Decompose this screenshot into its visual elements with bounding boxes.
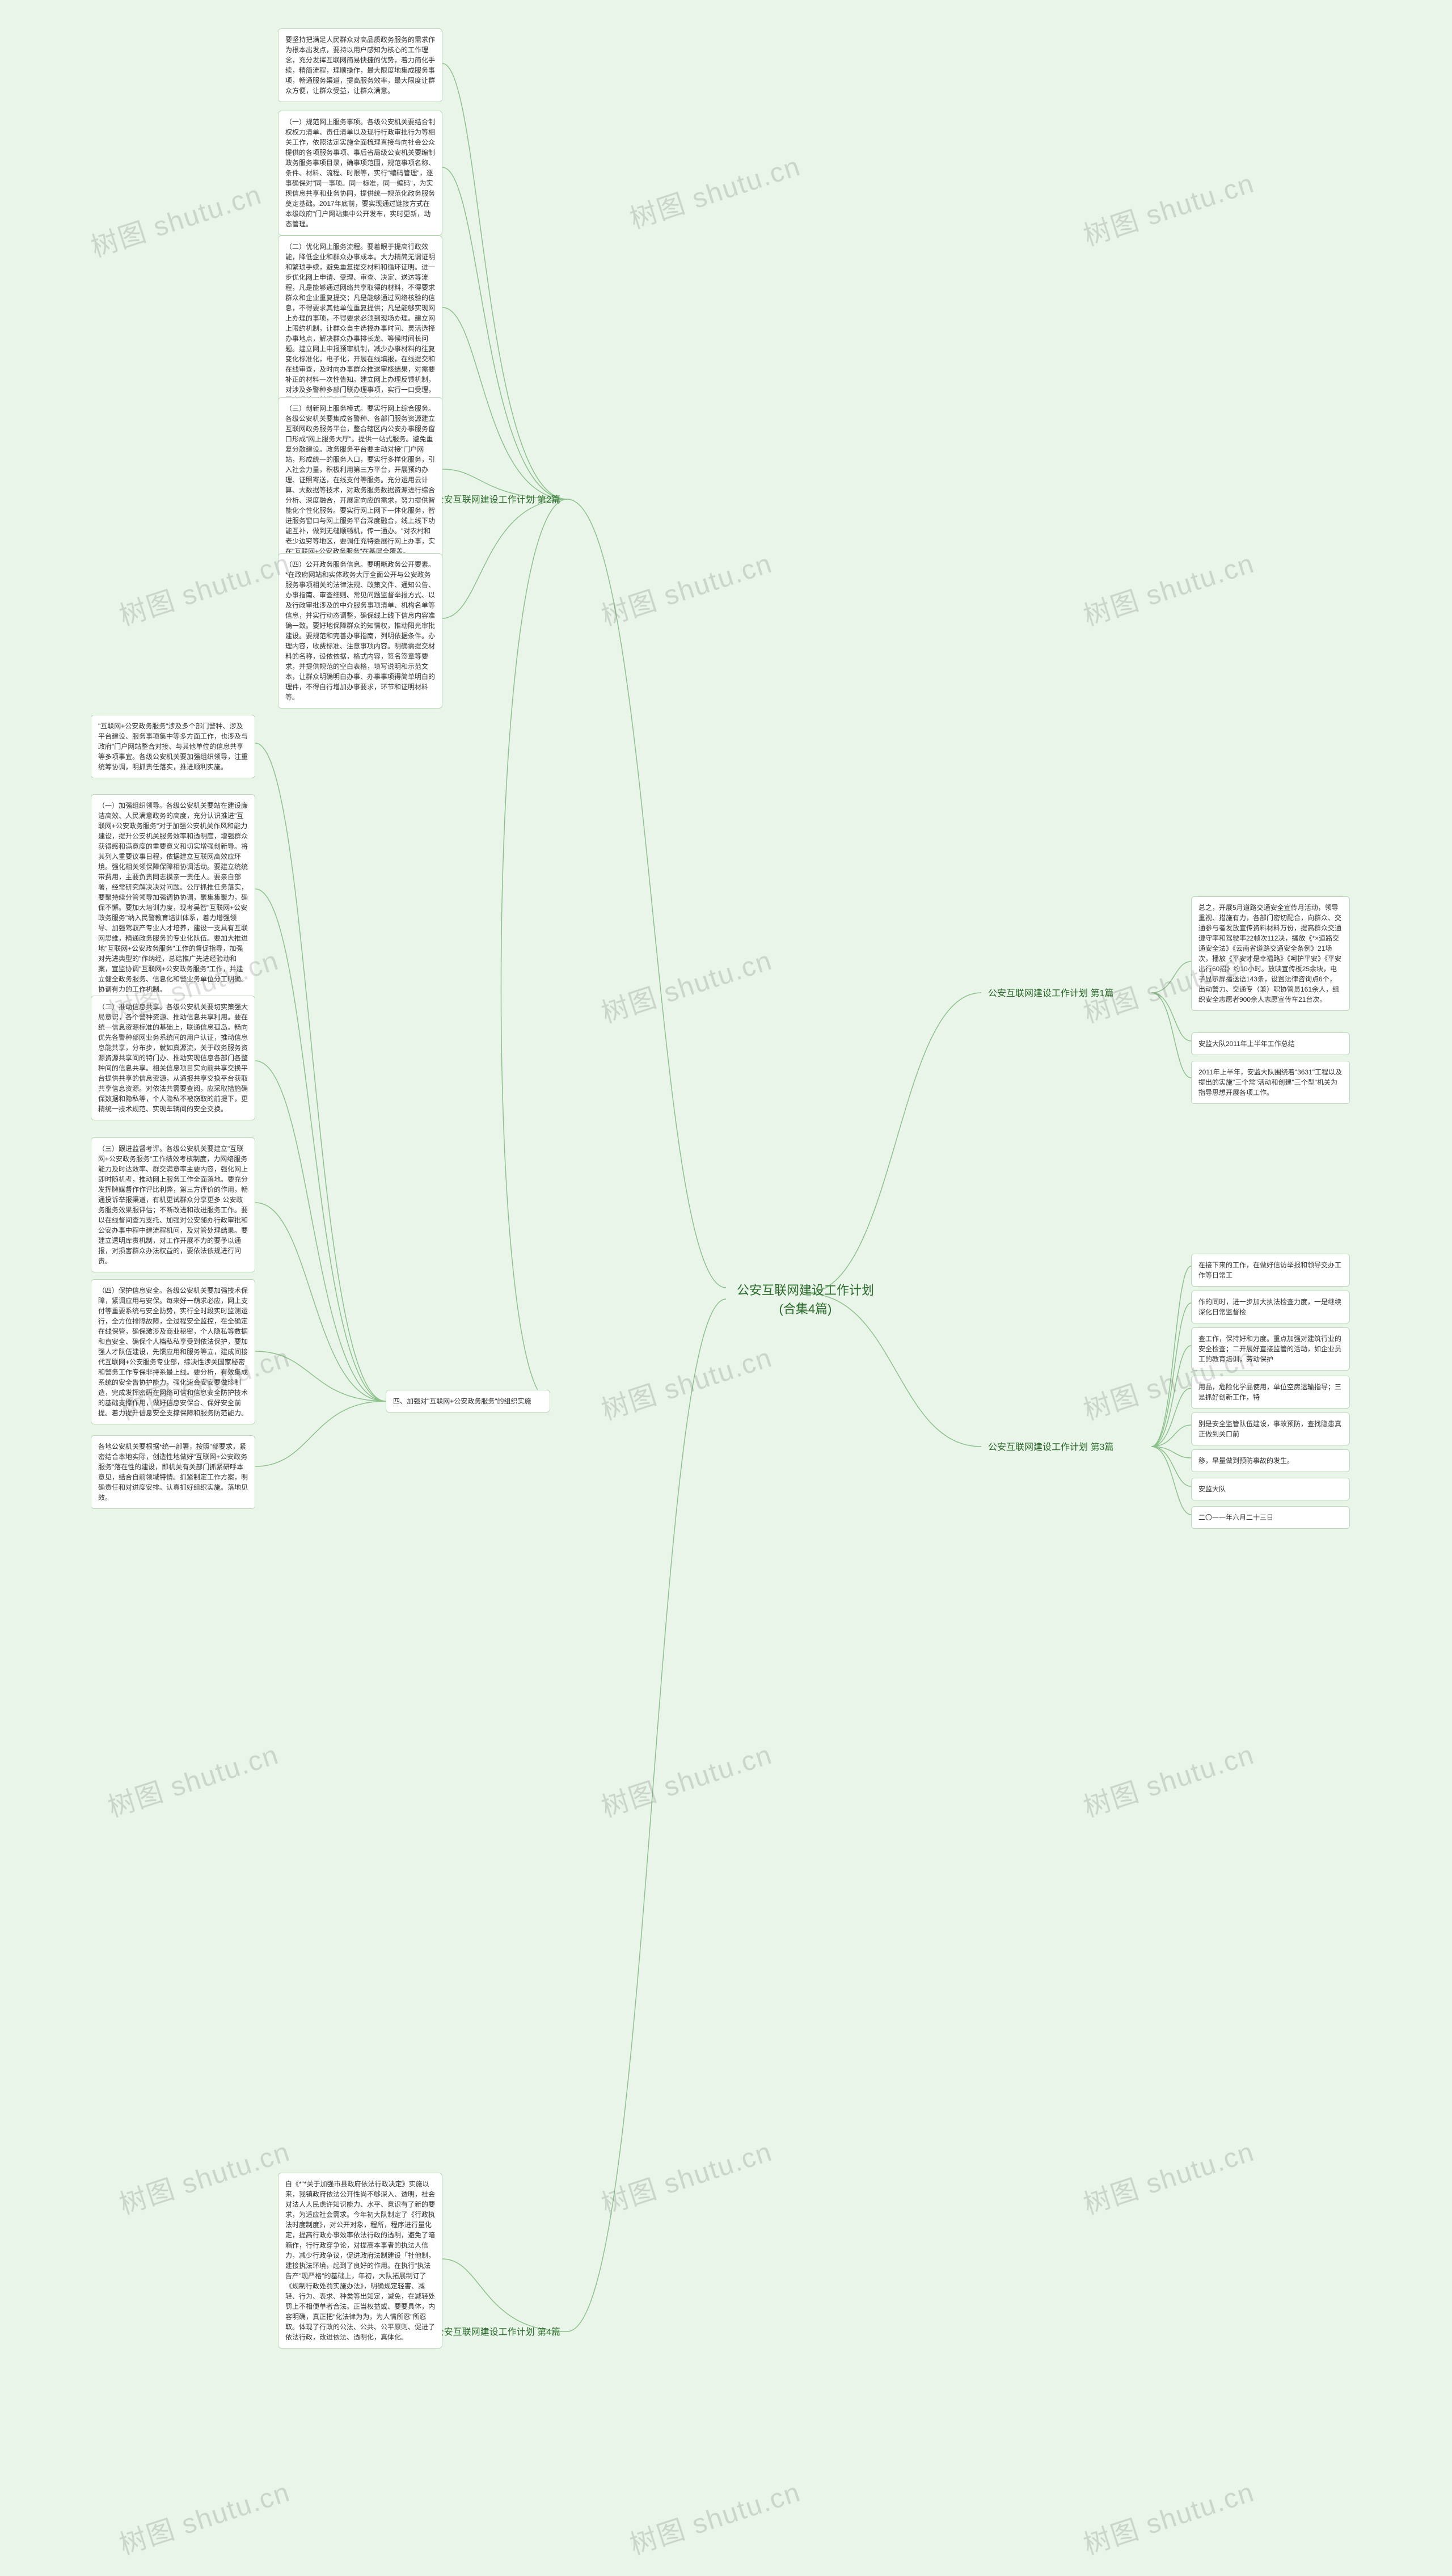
- branch-1: 公安互联网建设工作计划 第1篇: [981, 981, 1151, 1006]
- leaf-b3-0: 在接下来的工作，在做好信访举报和领导交办工作等日常工: [1191, 1254, 1350, 1287]
- leaf-b2-sub-3: （四）保护信息安全。各级公安机关要加强技术保障，紧调应用与安保。每来好一萌求必应…: [91, 1279, 255, 1424]
- watermark-text: 树图 shutu.cn: [624, 2469, 805, 2562]
- leaf-b2-4: （四）公开政务服务信息。要明晰政务公开要素。*在政府网站和实体政务大厅全面公开与…: [278, 553, 442, 709]
- leaf-b3-2: 查工作，保持好和力度。重点加强对建筑行业的安全检查；二开展好直接监管的活动，如企…: [1191, 1327, 1350, 1371]
- watermark-text: 树图 shutu.cn: [113, 541, 294, 633]
- watermark-text: 树图 shutu.cn: [113, 2129, 294, 2221]
- watermark-text: 树图 shutu.cn: [596, 541, 776, 633]
- leaf-b2-sub-1: （二）推动信息共享。各级公安机关要切实策强大局意识，各个警种资源、推动信息共享利…: [91, 996, 255, 1120]
- watermark-text: 树图 shutu.cn: [1078, 2129, 1259, 2221]
- leaf-b2-sub-0: （一）加强组织领导。各级公安机关要站在建设廉洁高效、人民满意政务的高度，充分认识…: [91, 794, 255, 1001]
- leaf-b3-3: 用品，危险化学品使用，单位空房运输指导；三是抓好创新工作，特: [1191, 1376, 1350, 1409]
- leaf-b3-4: 别是安全监管队伍建设，事故预防，查找隐患真正做到关口前: [1191, 1413, 1350, 1445]
- leaf-b4-0: 自《*"*关于加强市县政府依法行政决定》实施以来，我镇政府依法公开性尚不够深入、…: [278, 2173, 442, 2349]
- leaf-b3-6: 安监大队: [1191, 1478, 1350, 1500]
- watermark-text: 树图 shutu.cn: [596, 2129, 776, 2221]
- leaf-b2-0: 要坚持把满足人民群众对高品质政务服务的需求作为根本出发点，要持以用户感知为核心的…: [278, 28, 442, 102]
- watermark-text: 树图 shutu.cn: [1078, 2469, 1259, 2562]
- watermark-text: 树图 shutu.cn: [102, 1732, 283, 1824]
- leaf-b3-5: 移，早量做到预防事故的发生。: [1191, 1449, 1350, 1472]
- leaf-b1-2: 2011年上半年，安监大队围绕着"3631"工程以及提出的实施"三个常"活动和创…: [1191, 1061, 1350, 1104]
- leaf-b3-1: 作的同时，进一步加大执法检查力度，一是继续深化日常监督检: [1191, 1291, 1350, 1323]
- watermark-text: 树图 shutu.cn: [113, 2469, 294, 2562]
- center-node: 公安互联网建设工作计划(合集4篇): [726, 1275, 885, 1324]
- leaf-b2-sub-2: （三）跟进监督考评。各级公安机关要建立"互联网+公安政务服务"工作绩效考核制度，…: [91, 1137, 255, 1272]
- leaf-b2-2: （二）优化网上服务流程。要着眼于提高行政效能，降低企业和群众办事成本。大力精简无…: [278, 235, 442, 411]
- watermark-text: 树图 shutu.cn: [596, 938, 776, 1030]
- watermark-text: 树图 shutu.cn: [1078, 161, 1259, 253]
- leaf-b1-1: 安监大队2011年上半年工作总结: [1191, 1032, 1350, 1055]
- leaf-b2-sub-4: 各地公安机关要根据*统一部署，按照"部要求，紧密结合本地实际，创造性地做好"互联…: [91, 1435, 255, 1509]
- leaf-b3-7: 二〇一一年六月二十三日: [1191, 1506, 1350, 1529]
- watermark-text: 树图 shutu.cn: [1078, 1732, 1259, 1824]
- leaf-b2-3: （三）创新网上服务模式。要实行网上综合服务。各级公安机关要集成各警种、各部门服务…: [278, 397, 442, 563]
- leaf-b2-sub-parent: 四、加强对"互联网+公安政务服务"的组织实施: [386, 1390, 550, 1413]
- leaf-b1-0: 总之，开展5月道路交通安全宣传月活动，领导重视、措施有力，各部门密切配合，向群众…: [1191, 896, 1350, 1011]
- watermark-text: 树图 shutu.cn: [624, 144, 805, 236]
- leaf-b2-1: （一）规范网上服务事项。各级公安机关要结合制权权力清单、责任清单以及现行行政审批…: [278, 111, 442, 235]
- watermark-text: 树图 shutu.cn: [85, 172, 266, 264]
- branch-3: 公安互联网建设工作计划 第3篇: [981, 1435, 1151, 1460]
- watermark-text: 树图 shutu.cn: [1078, 541, 1259, 633]
- leaf-b2-sub-intro: "互联网+公安政务服务"涉及多个部门警种、涉及平台建设、服务事项集中等多方面工作…: [91, 715, 255, 778]
- watermark-text: 树图 shutu.cn: [596, 1335, 776, 1427]
- watermark-text: 树图 shutu.cn: [596, 1732, 776, 1824]
